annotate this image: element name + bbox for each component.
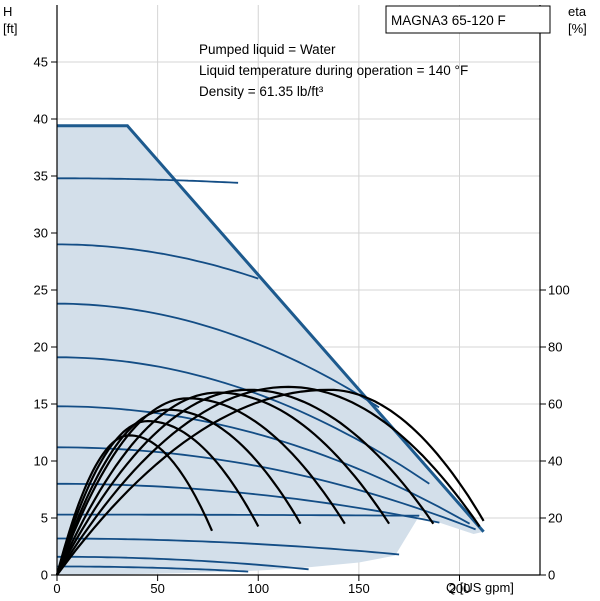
axes: 0 5 10 15 20 25 30 35 40 45 0 20 40 60 80 100 0 50 100 150 2…	[34, 5, 570, 596]
y-left-tick-label: 20	[34, 340, 48, 355]
head-curve	[57, 565, 249, 573]
efficiency-curves	[55, 385, 485, 576]
head-curve	[57, 177, 239, 184]
y-left-tick-label: 25	[34, 283, 48, 298]
head-curve	[57, 555, 309, 571]
model-label-box	[385, 5, 551, 34]
y-right-axis-unit: [%]	[568, 21, 587, 36]
y-right-tick-label: 100	[548, 283, 570, 298]
y-right-tick-label: 0	[548, 568, 555, 583]
x-tick-label: 150	[348, 581, 370, 596]
y-left-tick-label: 30	[34, 226, 48, 241]
efficiency-curve	[56, 385, 481, 576]
x-tick-label: 100	[247, 581, 269, 596]
efficiency-curve	[55, 434, 214, 576]
y-left-tick-label: 40	[34, 112, 48, 127]
y-right-tick-label: 60	[548, 397, 562, 412]
y-left-axis-unit: [ft]	[3, 21, 17, 36]
efficiency-curve	[55, 419, 260, 576]
y-right-axis-title: eta	[568, 4, 587, 19]
y-left-tick-label: 0	[41, 568, 48, 583]
y-left-tick-label: 15	[34, 397, 48, 412]
x-tick-label: 0	[53, 581, 60, 596]
y-left-tick-label: 45	[34, 55, 48, 70]
y-left-axis-title: H	[3, 4, 12, 19]
efficiency-curve	[56, 388, 485, 576]
y-right-tick-label: 20	[548, 511, 562, 526]
y-right-tick-label: 40	[548, 454, 562, 469]
operating-envelope-area	[57, 125, 484, 576]
info-line-liquid: Pumped liquid = Water	[199, 42, 336, 57]
x-axis-title: Q [US gpm]	[446, 580, 514, 595]
head-curve	[57, 513, 420, 517]
info-line-temperature: Liquid temperature during operation = 14…	[199, 63, 468, 78]
head-curve	[57, 537, 400, 556]
head-curve	[57, 302, 380, 409]
head-curve	[56, 405, 471, 525]
y-left-tick-label: 10	[34, 454, 48, 469]
y-left-tick-label: 5	[41, 511, 48, 526]
efficiency-curve	[56, 388, 435, 576]
x-tick-label: 50	[150, 581, 164, 596]
y-right-tick-label: 80	[548, 340, 562, 355]
info-line-density: Density = 61.35 lb/ft³	[199, 84, 324, 99]
y-left-tick-label: 35	[34, 169, 48, 184]
efficiency-curve	[55, 391, 391, 576]
labels: H [ft] eta [%] Q [US gpm] MAGNA3 65-120 …	[3, 4, 587, 595]
model-label: MAGNA3 65-120 F	[391, 13, 506, 28]
head-curve	[57, 243, 259, 280]
x-tick-label: 200	[449, 581, 471, 596]
